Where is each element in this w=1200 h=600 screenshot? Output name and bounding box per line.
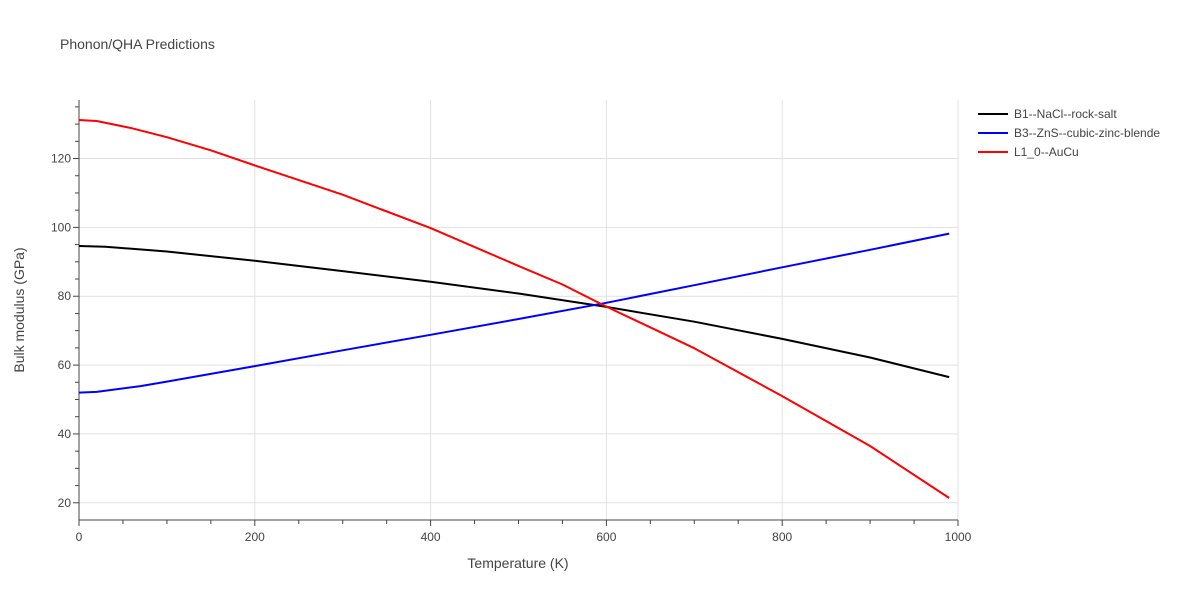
legend-label: B1--NaCl--rock-salt [1014, 106, 1117, 121]
grid [79, 100, 959, 520]
x-tick-label: 400 [421, 530, 441, 544]
x-tick-label: 800 [772, 530, 792, 544]
legend-swatch [978, 131, 1008, 134]
axes: 0 200 400 600 800 1000 20 40 60 80 100 120 [51, 100, 972, 544]
series-lines [78, 119, 950, 499]
y-tick-label: 120 [51, 152, 71, 166]
y-tick-label: 20 [58, 496, 72, 510]
x-tick-label: 0 [76, 530, 83, 544]
y-axis-label: Bulk modulus (GPa) [11, 247, 27, 372]
y-tick-label: 60 [58, 358, 72, 372]
legend-swatch [978, 112, 1008, 115]
legend-label: L1_0--AuCu [1014, 144, 1079, 159]
y-tick-label: 40 [58, 427, 72, 441]
series-line-1 [78, 232, 950, 394]
x-axis-label: Temperature (K) [467, 555, 568, 571]
y-tick-label: 80 [58, 289, 72, 303]
x-tick-label: 1000 [945, 530, 972, 544]
x-tick-label: 600 [596, 530, 616, 544]
chart-title: Phonon/QHA Predictions [60, 36, 215, 52]
legend-swatch [978, 150, 1008, 153]
legend[interactable]: B1--NaCl--rock-salt B3--ZnS--cubic-zinc-b… [978, 104, 1160, 161]
legend-item-0[interactable]: B1--NaCl--rock-salt [978, 104, 1160, 123]
x-tick-label: 200 [245, 530, 265, 544]
series-line-0 [78, 245, 950, 379]
series-line-2 [78, 119, 950, 499]
y-tick-label: 100 [51, 220, 71, 234]
legend-label: B3--ZnS--cubic-zinc-blende [1014, 125, 1161, 140]
legend-item-1[interactable]: B3--ZnS--cubic-zinc-blende [978, 123, 1160, 142]
legend-item-2[interactable]: L1_0--AuCu [978, 142, 1160, 161]
